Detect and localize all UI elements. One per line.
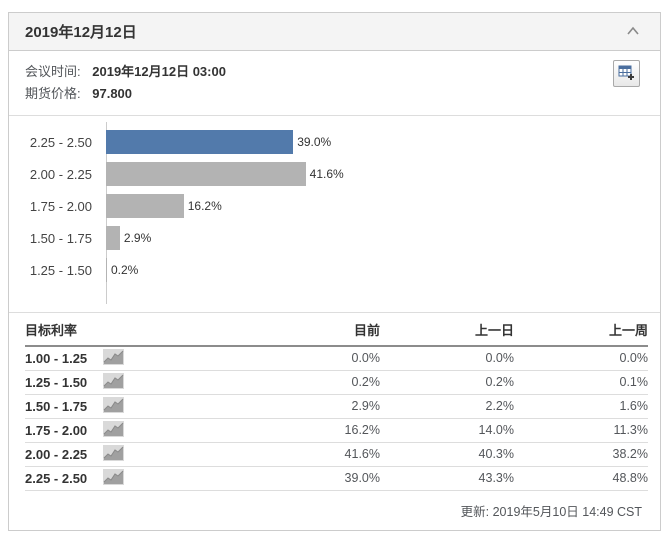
current-prob-cell: 16.2%	[246, 418, 380, 443]
probability-bar-chart: 2.25 - 2.50 39.0% 2.00 - 2.25 41.6% 1.75 - 2…	[9, 115, 660, 312]
chart-category-label: 1.75 - 2.00	[29, 198, 92, 214]
sparkline-icon	[103, 372, 124, 392]
futures-price-label: 期货价格:	[25, 86, 81, 101]
rate-range-label: 2.00 - 2.25	[25, 446, 88, 462]
sparkline-button[interactable]	[103, 372, 124, 392]
chart-value-label: 41.6%	[309, 167, 344, 181]
chart-value-label: 39.0%	[297, 135, 332, 149]
probability-table: 目标利率 目前 上一日 上一周 1.00 - 1.25 0.0% 0.0% 0.0% 1…	[25, 313, 648, 491]
prev-day-prob-cell: 2.2%	[380, 394, 514, 419]
chart-category-label: 1.50 - 1.75	[29, 230, 92, 246]
futures-price-row: 期货价格: 97.800	[25, 83, 644, 105]
prev-week-prob-cell: 1.6%	[514, 394, 648, 419]
current-prob-cell: 0.2%	[246, 370, 380, 395]
prev-day-prob-cell: 14.0%	[380, 418, 514, 443]
meeting-time-row: 会议时间: 2019年12月12日 03:00	[25, 61, 644, 83]
prev-week-prob-cell: 11.3%	[514, 418, 648, 443]
chart-row: 1.75 - 2.00 16.2%	[9, 190, 660, 222]
fedwatch-panel: 2019年12月12日 会议时间: 2019年12月12日 03:00 期货价格…	[8, 12, 661, 531]
meeting-info-section: 会议时间: 2019年12月12日 03:00 期货价格: 97.800	[9, 51, 660, 115]
chart-row: 2.00 - 2.25 41.6%	[9, 158, 660, 190]
current-prob-cell: 0.0%	[246, 346, 380, 371]
table-row: 1.00 - 1.25 0.0% 0.0% 0.0%	[25, 346, 648, 371]
chart-value-label: 0.2%	[111, 263, 139, 277]
col-header-prev-day: 上一日	[380, 313, 514, 347]
futures-price-value: 97.800	[92, 86, 133, 101]
rate-range-label: 1.50 - 1.75	[25, 398, 88, 414]
chart-row: 1.50 - 1.75 2.9%	[9, 222, 660, 254]
current-prob-cell: 41.6%	[246, 442, 380, 467]
rate-range-label: 2.25 - 2.50	[25, 470, 88, 486]
table-row: 1.50 - 1.75 2.9% 2.2% 1.6%	[25, 394, 648, 419]
col-header-target-rate: 目标利率	[25, 313, 246, 347]
chart-category-label: 2.25 - 2.50	[29, 134, 92, 150]
rate-range-label: 1.25 - 1.50	[25, 374, 88, 390]
meeting-time-label: 会议时间:	[25, 64, 81, 79]
chart-category-label: 1.25 - 1.50	[29, 262, 92, 278]
chart-row: 1.25 - 1.50 0.2%	[9, 254, 660, 286]
prev-day-prob-cell: 43.3%	[380, 466, 514, 491]
chart-bar	[106, 130, 294, 154]
panel-title: 2019年12月12日	[25, 24, 137, 41]
chart-bar	[106, 162, 306, 186]
sparkline-icon	[103, 468, 124, 488]
sparkline-button[interactable]	[103, 396, 124, 416]
sparkline-icon	[103, 348, 124, 368]
table-row: 1.75 - 2.00 16.2% 14.0% 11.3%	[25, 418, 648, 443]
prev-week-prob-cell: 48.8%	[514, 466, 648, 491]
sparkline-icon	[103, 396, 124, 416]
prev-day-prob-cell: 0.2%	[380, 370, 514, 395]
chart-bar	[106, 194, 184, 218]
chart-bar	[106, 258, 107, 282]
probability-table-section: 目标利率 目前 上一日 上一周 1.00 - 1.25 0.0% 0.0% 0.0% 1…	[9, 312, 660, 491]
sparkline-button[interactable]	[103, 348, 124, 368]
chart-category-label: 2.00 - 2.25	[29, 166, 92, 182]
sparkline-icon	[103, 444, 124, 464]
table-header-row: 目标利率 目前 上一日 上一周	[25, 313, 648, 347]
collapse-button[interactable]	[622, 21, 644, 43]
chart-rows: 2.25 - 2.50 39.0% 2.00 - 2.25 41.6% 1.75 - 2…	[9, 126, 660, 286]
prev-week-prob-cell: 0.0%	[514, 346, 648, 371]
current-prob-cell: 39.0%	[246, 466, 380, 491]
prev-week-prob-cell: 0.1%	[514, 370, 648, 395]
sparkline-button[interactable]	[103, 444, 124, 464]
sparkline-button[interactable]	[103, 420, 124, 440]
col-header-prev-week: 上一周	[514, 313, 648, 347]
prev-week-prob-cell: 38.2%	[514, 442, 648, 467]
rate-range-label: 1.75 - 2.00	[25, 422, 88, 438]
chart-bar	[106, 226, 120, 250]
prev-day-prob-cell: 40.3%	[380, 442, 514, 467]
table-row: 2.00 - 2.25 41.6% 40.3% 38.2%	[25, 442, 648, 467]
chevron-up-icon	[626, 24, 640, 39]
rate-range-label: 1.00 - 1.25	[25, 350, 88, 366]
current-prob-cell: 2.9%	[246, 394, 380, 419]
chart-value-label: 2.9%	[123, 231, 152, 245]
table-row: 2.25 - 2.50 39.0% 43.3% 48.8%	[25, 466, 648, 491]
table-add-icon	[618, 64, 635, 84]
table-row: 1.25 - 1.50 0.2% 0.2% 0.1%	[25, 370, 648, 395]
sparkline-icon	[103, 420, 124, 440]
meeting-time-value: 2019年12月12日 03:00	[92, 64, 226, 79]
table-add-button[interactable]	[613, 60, 640, 87]
prev-day-prob-cell: 0.0%	[380, 346, 514, 371]
col-header-current: 目前	[246, 313, 380, 347]
update-timestamp: 更新: 2019年5月10日 14:49 CST	[460, 504, 642, 519]
sparkline-button[interactable]	[103, 468, 124, 488]
panel-header: 2019年12月12日	[9, 13, 660, 51]
chart-value-label: 16.2%	[187, 199, 222, 213]
chart-row: 2.25 - 2.50 39.0%	[9, 126, 660, 158]
